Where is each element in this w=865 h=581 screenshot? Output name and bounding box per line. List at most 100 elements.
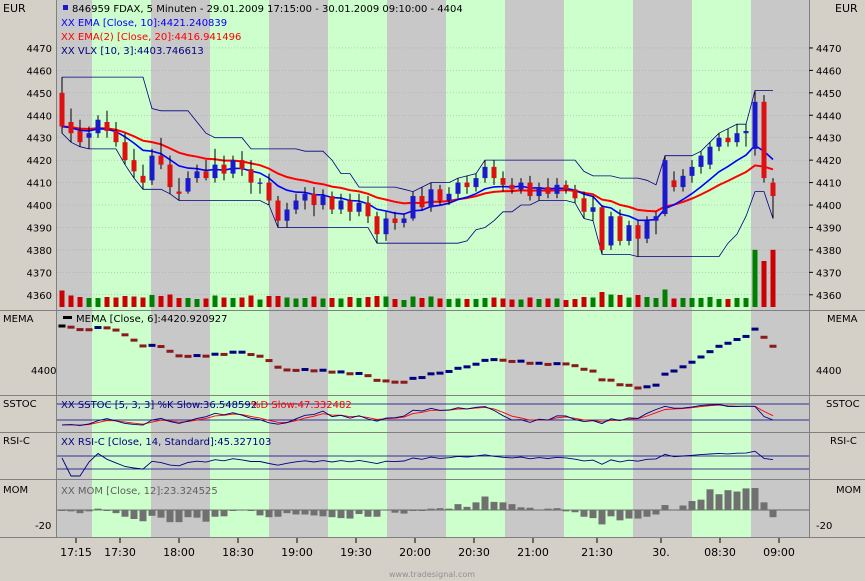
volume-bar: [230, 298, 236, 307]
mom-bar: [769, 510, 777, 518]
mom-bar: [589, 510, 597, 519]
mema-segment: [256, 354, 264, 358]
volume-bar: [608, 294, 614, 307]
mom-bar: [607, 510, 615, 517]
mema-segment: [580, 367, 588, 371]
mema-segment: [715, 344, 723, 348]
mema-segment: [589, 369, 597, 373]
candle-body: [770, 182, 776, 197]
legend-vlx: XX VLX [10, 3]:4403.746613: [61, 46, 204, 57]
time-band: [210, 0, 269, 310]
candle-body: [311, 193, 317, 206]
time-band: [328, 480, 387, 537]
candle-body: [617, 216, 623, 241]
candle-body: [248, 169, 254, 183]
candle-body: [473, 178, 479, 188]
volume-bar: [509, 299, 515, 307]
volume-bar: [284, 297, 290, 307]
candle-body: [410, 196, 416, 219]
volume-bar: [545, 298, 551, 307]
candle-body: [320, 196, 326, 206]
time-band: [564, 480, 633, 537]
volume-bar: [383, 296, 389, 307]
mema-segment: [490, 358, 498, 362]
mema-segment: [193, 354, 201, 358]
time-band: [633, 396, 692, 432]
mema-segment: [652, 383, 660, 387]
mema-segment: [220, 352, 228, 356]
volume-bar: [410, 296, 416, 307]
candle-body: [518, 182, 524, 190]
candle-body: [104, 122, 110, 131]
candle-body: [743, 130, 749, 134]
y-tick-label: 4370: [27, 268, 52, 279]
mom-bar: [328, 510, 336, 518]
candle-body: [509, 184, 515, 190]
mema-segment: [634, 386, 642, 390]
candle-body: [257, 182, 263, 184]
time-band: [692, 396, 751, 432]
x-tick-label: 30.: [652, 546, 670, 559]
mema-segment: [274, 365, 282, 369]
mom-bar: [490, 501, 498, 510]
volume-bar: [500, 298, 506, 307]
candle-body: [95, 119, 101, 134]
mema-segment: [409, 376, 417, 380]
currency-label-left: EUR: [3, 2, 26, 15]
mema-segment: [544, 362, 552, 366]
candle-body: [203, 171, 209, 179]
mom-bar: [742, 488, 750, 510]
mema-legend-marker-icon: [63, 316, 72, 319]
volume-bar: [131, 296, 137, 307]
mom-bar: [67, 510, 75, 512]
candle-body: [77, 130, 83, 143]
x-tick-label: 18:00: [163, 546, 195, 559]
mema-label-left: MEMA: [3, 314, 34, 325]
time-band: [751, 396, 809, 432]
volume-bar: [185, 298, 191, 307]
y-tick-label: 4380: [27, 246, 52, 257]
time-band: [751, 311, 809, 395]
candle-body: [221, 164, 227, 174]
mema-segment: [76, 328, 84, 332]
mema-segment: [661, 372, 669, 376]
candle-body: [383, 218, 389, 235]
mema-segment: [454, 366, 462, 370]
volume-bar: [212, 295, 218, 307]
candle-body: [293, 200, 299, 210]
mema-segment: [472, 362, 480, 366]
y-tick-label: 4450: [27, 89, 52, 100]
candle-body: [671, 180, 677, 188]
candle-body: [707, 146, 713, 165]
time-band: [505, 396, 564, 432]
mom-bar: [103, 510, 111, 511]
mom-bar: [481, 496, 489, 510]
y-tick-label: 4430: [27, 134, 52, 145]
y-tick-label-right: 4360: [816, 291, 841, 302]
mema-segment: [724, 341, 732, 345]
mom-bar: [58, 510, 66, 511]
volume-bar: [527, 297, 533, 307]
candle-body: [59, 92, 65, 127]
y-tick-label: 4470: [27, 44, 52, 55]
mom-bar: [274, 510, 282, 517]
mema-segment: [337, 370, 345, 374]
mom-bar: [643, 510, 651, 517]
x-tick-label: 09:00: [763, 546, 795, 559]
time-band: [633, 311, 692, 395]
time-band: [269, 0, 328, 310]
candle-body: [419, 196, 425, 208]
time-band: [269, 396, 328, 432]
mom-bar: [193, 510, 201, 518]
rsi-legend: XX RSI-C [Close, 14, Standard]:45.327103: [61, 437, 271, 448]
candle-body: [230, 160, 236, 174]
candle-body: [563, 184, 569, 190]
mom-bar: [292, 510, 300, 515]
candle-body: [122, 142, 128, 161]
mema-segment: [481, 358, 489, 362]
volume-bar: [554, 298, 560, 307]
mema-segment: [184, 354, 192, 358]
rsi-line: [61, 450, 774, 477]
mema-segment: [436, 371, 444, 375]
